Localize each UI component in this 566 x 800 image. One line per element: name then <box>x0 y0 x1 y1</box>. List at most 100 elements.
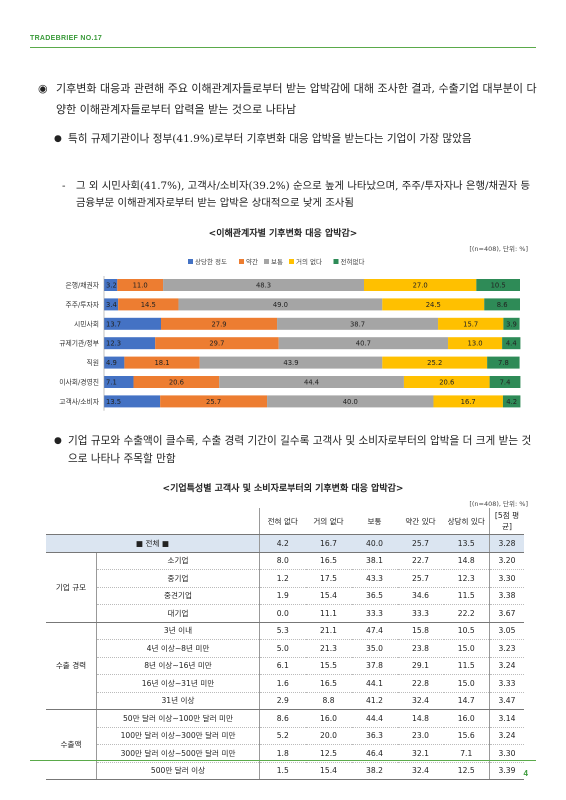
cell: 10.5 <box>443 622 490 640</box>
cell: 35.0 <box>351 639 398 658</box>
customer-pressure-table: 전혀 없다 거의 없다 보통 약간 있다 상당히 있다 [5점 평균] ■ 전체… <box>46 508 524 780</box>
category-label: 이사회/경영진 <box>59 378 99 387</box>
paragraph-customer: ● 기업 규모와 수출액이 클수록, 수출 경력 기간이 길수록 고객사 및 소… <box>54 432 538 468</box>
data-label: 10.5 <box>491 282 506 290</box>
data-label: 49.0 <box>273 301 288 309</box>
cell: 14.8 <box>443 552 490 570</box>
cell: 5.2 <box>259 727 306 745</box>
row-label: 중견기업 <box>96 587 260 605</box>
cell: 12.5 <box>443 762 490 780</box>
cell: 4.2 <box>259 534 306 553</box>
cell: 44.1 <box>351 674 398 693</box>
row-label: ■ 전체 ■ <box>46 534 260 553</box>
cell: 33.3 <box>397 604 444 623</box>
table-row: 4년 이상~8년 미만 5.0 21.3 35.0 23.8 15.0 3.23 <box>46 639 524 658</box>
legend-label: 거의 없다 <box>296 257 322 266</box>
data-label: 4.9 <box>106 359 117 367</box>
data-label: 40.7 <box>356 340 371 348</box>
dash-bullet-icon: - <box>62 180 66 192</box>
cell: 3.23 <box>489 639 524 658</box>
bar-segment <box>104 279 118 291</box>
category-label: 시민사회 <box>74 319 99 328</box>
category-label: 주주/투자자 <box>65 300 99 309</box>
bar-segment <box>104 337 156 350</box>
footer-divider <box>30 760 536 761</box>
table-row: 대기업 0.0 11.1 33.3 33.3 22.2 3.67 <box>46 604 524 623</box>
cell: 11.5 <box>443 657 490 675</box>
cell: 11.1 <box>305 604 352 623</box>
data-label: 29.7 <box>209 340 224 348</box>
cell: 41.2 <box>351 692 398 710</box>
data-label: 4.4 <box>506 340 517 348</box>
table-row: 300만 달러 이상~500만 달러 미만 1.8 12.5 46.4 32.1 7.1 3… <box>46 744 524 763</box>
cell: 3.24 <box>489 727 524 745</box>
cell: 17.5 <box>305 569 352 588</box>
bar-segment <box>104 395 161 408</box>
cell: 12.3 <box>443 569 490 588</box>
cell: 36.5 <box>351 587 398 605</box>
cell: 13.5 <box>443 534 490 553</box>
cell: 3.05 <box>489 622 524 640</box>
cell: 40.0 <box>351 534 398 553</box>
cell: 32.4 <box>397 692 444 710</box>
table-row: 수출 경력 3년 이내 5.3 21.1 47.4 15.8 10.5 3.05 <box>46 622 524 710</box>
data-label: 12.3 <box>106 340 121 348</box>
row-label: 100만 달러 이상~300만 달러 미만 <box>96 727 260 745</box>
data-label: 4.2 <box>506 398 517 406</box>
data-label: 13.7 <box>106 320 121 328</box>
bar-segment <box>104 376 134 388</box>
cell: 6.1 <box>259 657 306 675</box>
legend-label: 약간 <box>246 257 258 266</box>
row-label: 500만 달러 이상 <box>96 762 260 780</box>
cell: 15.6 <box>443 727 490 745</box>
legend-swatch <box>239 259 244 264</box>
bar-segment <box>219 376 404 388</box>
row-label: 31년 이상 <box>96 692 260 710</box>
bar-segment <box>476 279 520 291</box>
col-header: 전혀 없다 <box>259 508 306 535</box>
data-label: 20.6 <box>169 379 184 387</box>
cell: 22.8 <box>397 674 444 693</box>
data-label: 25.7 <box>206 398 221 406</box>
paragraph-others: - 그 외 시민사회(41.7%), 고객사/소비자(39.2%) 순으로 높게… <box>62 178 538 212</box>
cell: 3.47 <box>489 692 524 710</box>
bar-segment <box>277 317 439 330</box>
dot-bullet-icon: ● <box>54 436 62 446</box>
cell: 21.1 <box>305 622 352 640</box>
cell: 37.8 <box>351 657 398 675</box>
cell: 14.8 <box>397 709 444 728</box>
paragraph-regulator-text: 특히 규제기관이나 정부(41.9%)로부터 기후변화 대응 압박을 받는다는 … <box>68 133 472 145</box>
chart2-note: [(n=408), 단위: %] <box>469 500 528 508</box>
data-label: 7.1 <box>106 379 117 387</box>
row-label: 4년 이상~8년 미만 <box>96 639 260 658</box>
table-row: 100만 달러 이상~300만 달러 미만 5.2 20.0 36.3 23.0 15.6… <box>46 727 524 745</box>
cell: 1.6 <box>259 674 306 693</box>
chart1-title: <이해관계자별 기후변화 대응 압박감> <box>208 229 358 239</box>
data-label: 7.4 <box>500 379 511 387</box>
cell: 32.4 <box>397 762 444 780</box>
bar-segment <box>160 317 278 330</box>
category-label: 규제기관/정부 <box>59 339 99 348</box>
data-label: 48.3 <box>256 282 271 290</box>
bar-segment <box>160 395 268 408</box>
chart2-title: <기업특성별 고객사 및 소비자로부터의 기후변화 대응 압박감> <box>162 484 404 494</box>
data-label: 16.7 <box>461 398 476 406</box>
cell: 5.0 <box>259 639 306 658</box>
cell: 20.0 <box>305 727 352 745</box>
cell: 16.5 <box>305 552 352 570</box>
legend-label: 전혀없다 <box>341 257 365 266</box>
cell: 7.1 <box>443 744 490 763</box>
bar-segment <box>199 356 383 369</box>
col-header: 약간 있다 <box>397 508 444 535</box>
bar-segment <box>124 356 200 369</box>
data-label: 13.0 <box>468 340 483 348</box>
cell: 3.24 <box>489 657 524 675</box>
cell: 8.0 <box>259 552 306 570</box>
cell: 0.0 <box>259 604 306 623</box>
cell: 3.20 <box>489 552 524 570</box>
target-bullet-icon: ◉ <box>38 82 48 95</box>
bar-segment <box>104 317 161 330</box>
paragraph-summary-text: 기후변화 대응과 관련해 주요 이해관계자들로부터 받는 압박감에 대해 조사한… <box>56 82 537 116</box>
cell: 12.5 <box>305 744 352 763</box>
data-label: 3.9 <box>506 320 517 328</box>
